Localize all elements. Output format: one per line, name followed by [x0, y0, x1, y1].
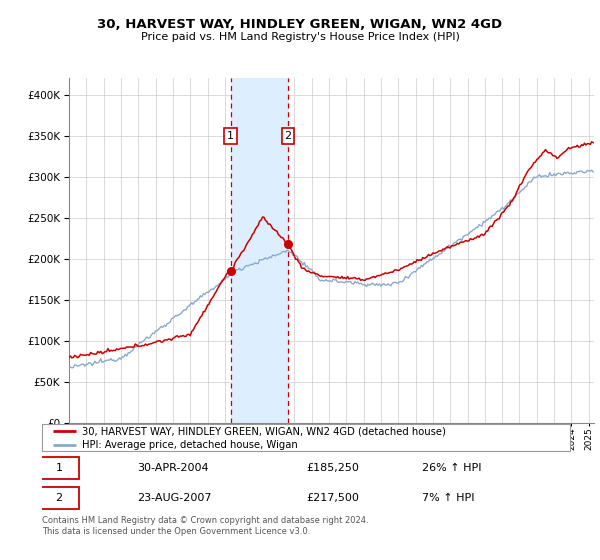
Bar: [230, 78, 288, 423]
FancyBboxPatch shape: [42, 424, 570, 451]
Text: HPI: Average price, detached house, Wigan: HPI: Average price, detached house, Wiga…: [82, 440, 298, 450]
Text: Price paid vs. HM Land Registry's House Price Index (HPI): Price paid vs. HM Land Registry's House …: [140, 32, 460, 43]
Text: 26% ↑ HPI: 26% ↑ HPI: [422, 463, 482, 473]
Text: 30, HARVEST WAY, HINDLEY GREEN, WIGAN, WN2 4GD: 30, HARVEST WAY, HINDLEY GREEN, WIGAN, W…: [97, 18, 503, 31]
Text: 1: 1: [56, 463, 62, 473]
Text: 30, HARVEST WAY, HINDLEY GREEN, WIGAN, WN2 4GD (detached house): 30, HARVEST WAY, HINDLEY GREEN, WIGAN, W…: [82, 427, 445, 436]
FancyBboxPatch shape: [40, 487, 79, 510]
Text: 2: 2: [56, 493, 63, 503]
Text: 1: 1: [227, 131, 234, 141]
Text: 7% ↑ HPI: 7% ↑ HPI: [422, 493, 475, 503]
Text: 23-AUG-2007: 23-AUG-2007: [137, 493, 212, 503]
Text: £185,250: £185,250: [306, 463, 359, 473]
Text: £217,500: £217,500: [306, 493, 359, 503]
FancyBboxPatch shape: [40, 456, 79, 479]
Text: Contains HM Land Registry data © Crown copyright and database right 2024.
This d: Contains HM Land Registry data © Crown c…: [42, 516, 368, 536]
Text: 30-APR-2004: 30-APR-2004: [137, 463, 209, 473]
Text: 2: 2: [284, 131, 292, 141]
